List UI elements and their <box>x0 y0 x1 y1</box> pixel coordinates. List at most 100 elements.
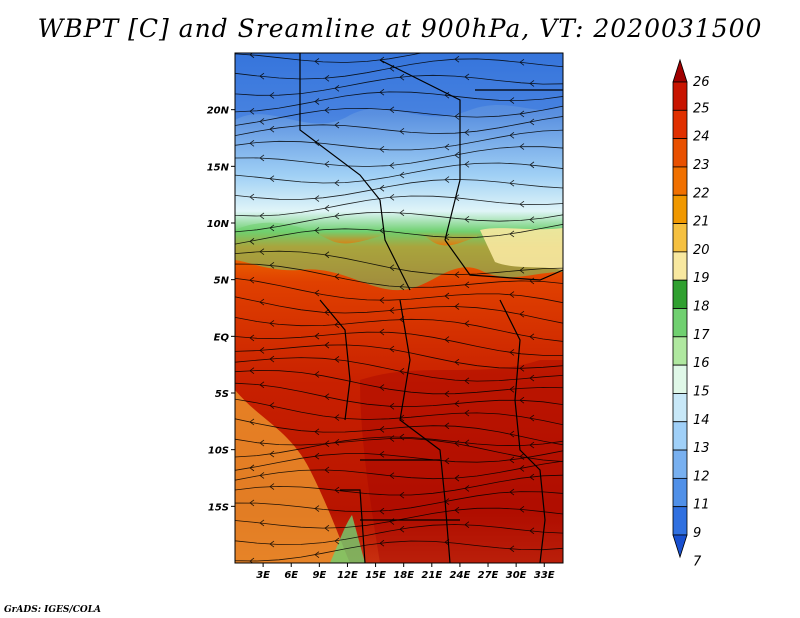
streamline <box>235 450 563 471</box>
stream-arrow <box>399 171 405 179</box>
green-band <box>235 222 563 291</box>
y-tick-label: EQ <box>214 332 230 343</box>
stream-arrow <box>445 45 449 51</box>
colorbar-label: 17 <box>693 328 710 343</box>
stream-arrow <box>529 333 535 341</box>
stream-arrow <box>529 374 535 382</box>
stream-arrow <box>509 545 515 553</box>
stream-arrow <box>334 537 340 545</box>
stream-arrow <box>509 349 515 356</box>
stream-arrow <box>399 367 405 375</box>
colorbar-segment <box>672 138 688 168</box>
stream-arrow <box>389 307 395 314</box>
streamline <box>235 491 563 513</box>
colorbar-segment <box>672 109 688 140</box>
streamline <box>235 91 563 113</box>
streamline <box>235 418 563 446</box>
stream-arrow <box>314 371 320 378</box>
stream-arrow <box>464 521 470 529</box>
stream-arrow <box>454 474 460 482</box>
colorbar-segment <box>672 194 688 224</box>
stream-arrow <box>464 73 470 81</box>
stream-arrow <box>259 439 265 447</box>
colorbar-segment <box>672 251 688 281</box>
stream-arrow <box>249 367 255 375</box>
stream-arrow <box>519 465 525 472</box>
stream-arrow <box>249 418 255 426</box>
stream-arrow <box>324 251 330 259</box>
colorbar-label: 24 <box>693 130 710 145</box>
stream-arrow <box>249 464 255 472</box>
x-tick-label: 9E <box>312 570 326 581</box>
stream-arrow <box>334 212 340 220</box>
stream-arrow <box>454 151 460 159</box>
stream-arrow <box>269 355 275 363</box>
stream-arrow <box>454 400 460 408</box>
streamline <box>235 398 563 426</box>
x-tick-label: 24E <box>450 570 471 581</box>
stream-arrow <box>519 143 525 150</box>
stream-arrow <box>509 456 515 464</box>
stream-arrow <box>509 291 515 298</box>
stream-arrow <box>464 160 470 168</box>
stream-arrow <box>399 491 405 499</box>
stream-arrow <box>334 273 340 281</box>
streamline <box>235 344 563 369</box>
stream-arrow <box>259 381 265 389</box>
stream-arrow <box>324 74 330 82</box>
stream-arrow <box>324 341 330 349</box>
streamline <box>235 223 563 245</box>
stream-arrow <box>389 402 395 410</box>
stream-arrow <box>269 125 275 133</box>
streamline <box>235 540 563 562</box>
streamline <box>235 162 563 184</box>
stream-arrow <box>314 289 320 297</box>
stream-arrow <box>444 176 450 183</box>
streamline <box>235 146 563 167</box>
stream-arrow <box>444 91 450 99</box>
stream-arrow <box>444 390 450 398</box>
stream-arrow <box>269 402 275 409</box>
colorbar-top-arrow <box>672 58 688 83</box>
stream-arrow <box>379 451 385 458</box>
streamline <box>235 382 563 408</box>
stream-arrow <box>249 193 255 201</box>
colorbar-label: 12 <box>693 469 710 484</box>
stream-arrow <box>259 519 265 527</box>
x-axis: 3E 6E 9E 12E 15E 18E 21E 24E 27E 30E 33E <box>256 563 555 581</box>
stream-arrow <box>269 540 275 548</box>
stream-arrow <box>249 53 255 59</box>
stream-arrow <box>379 539 385 547</box>
x-tick-label: 18E <box>393 570 414 581</box>
colorbar-segment <box>672 81 688 111</box>
stream-arrow <box>529 473 535 481</box>
stream-arrow <box>509 230 515 238</box>
stream-arrow <box>249 107 255 115</box>
stream-arrow <box>509 488 515 496</box>
x-tick-label: 21E <box>421 570 442 581</box>
stream-arrow <box>454 55 460 63</box>
stream-arrow <box>379 384 385 391</box>
stream-arrow <box>509 179 515 187</box>
colorbar-label: 20 <box>693 243 710 258</box>
stream-arrow <box>334 121 340 129</box>
stream-arrow <box>249 276 255 284</box>
colorbar-segment <box>672 506 688 536</box>
stream-arrow <box>509 430 515 438</box>
stream-arrow <box>249 139 255 147</box>
colorbar-label: 19 <box>693 271 710 286</box>
streamline <box>235 460 563 481</box>
stream-arrow <box>399 73 405 81</box>
stream-arrow <box>334 414 340 421</box>
stream-arrow <box>259 154 265 162</box>
colorbar-label: 18 <box>693 300 710 315</box>
stream-arrow <box>509 385 515 393</box>
stream-arrow <box>314 332 320 340</box>
y-tick-label: 10N <box>207 219 230 230</box>
stream-arrow <box>259 472 265 479</box>
stream-arrow <box>454 506 460 514</box>
colorbar-segment <box>672 477 688 508</box>
stream-arrow <box>519 506 525 513</box>
colorbar-segment <box>672 364 688 394</box>
